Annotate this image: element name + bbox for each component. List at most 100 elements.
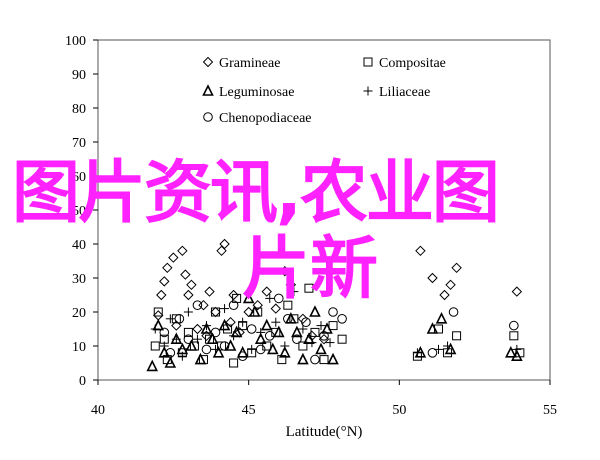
point-liliaceae (443, 341, 453, 351)
point-liliaceae (412, 348, 422, 358)
point-gramineae (439, 289, 450, 301)
point-leguminosae (224, 339, 237, 351)
point-gramineae (183, 289, 194, 301)
point-liliaceae (238, 317, 248, 327)
point-gramineae (159, 276, 170, 287)
point-gramineae (451, 262, 462, 274)
legend-label-compositae: Compositae (379, 56, 446, 71)
point-liliaceae (165, 314, 175, 324)
point-gramineae (228, 289, 239, 301)
point-gramineae (252, 299, 263, 311)
y-tick-label: 0 (79, 374, 86, 389)
point-leguminosae (200, 322, 213, 334)
point-gramineae (216, 245, 227, 257)
point-chenopodiaceae (301, 317, 311, 328)
point-liliaceae (183, 307, 193, 317)
legend-label-gramineae: Gramineae (219, 56, 280, 71)
x-tick-label: 55 (543, 403, 557, 418)
point-compositae (211, 307, 221, 317)
point-liliaceae (256, 327, 266, 337)
y-tick-label: 90 (72, 68, 86, 83)
point-compositae (319, 355, 329, 365)
legend-marker-compositae (363, 57, 373, 67)
point-gramineae (511, 286, 523, 297)
point-gramineae (177, 245, 188, 257)
point-chenopodiaceae (255, 344, 266, 355)
point-chenopodiaceae (337, 314, 347, 324)
point-compositae (298, 341, 308, 351)
watermark-overlay-line-2: 片新 (242, 230, 379, 309)
legend-marker-chenopodiaceae (203, 112, 213, 122)
point-liliaceae (150, 324, 160, 334)
point-liliaceae (316, 321, 326, 331)
point-liliaceae (512, 344, 522, 354)
point-gramineae (204, 286, 215, 297)
point-leguminosae (315, 342, 327, 355)
point-gramineae (180, 269, 191, 280)
point-chenopodiaceae (319, 331, 329, 341)
point-leguminosae (248, 305, 261, 317)
point-leguminosae (206, 332, 219, 345)
point-liliaceae (192, 334, 202, 344)
point-gramineae (156, 289, 167, 301)
point-leguminosae (273, 325, 285, 338)
point-leguminosae (158, 346, 171, 358)
point-chenopodiaceae (292, 334, 302, 345)
point-chenopodiaceae (448, 307, 459, 317)
legend: Gramineae Compositae Leguminosae Liliaceae C… (202, 56, 446, 126)
x-tick-label: 45 (242, 403, 256, 418)
point-chenopodiaceae (246, 324, 257, 334)
legend-marker-liliaceae (363, 86, 373, 96)
point-gramineae (225, 316, 236, 328)
axes: 0 10 20 30 40 50 60 70 80 90 100 40 45 50 55 (65, 34, 557, 418)
point-chenopodiaceae (219, 341, 230, 351)
x-tick-label: 50 (392, 403, 406, 418)
point-gramineae (445, 279, 456, 291)
point-chenopodiaceae (159, 327, 170, 338)
point-gramineae (427, 272, 438, 284)
point-leguminosae (309, 305, 321, 317)
point-compositae (452, 331, 462, 341)
point-leguminosae (327, 352, 339, 365)
point-leguminosae (444, 342, 457, 355)
y-tick-label: 50 (72, 204, 86, 219)
point-leguminosae (285, 312, 297, 324)
point-leguminosae (303, 332, 315, 345)
point-chenopodiaceae (283, 314, 293, 324)
point-compositae (304, 283, 314, 293)
point-gramineae (168, 252, 179, 263)
point-leguminosae (242, 291, 255, 304)
watermark-overlay-line-1: 图片资讯,农业图 (12, 154, 500, 233)
y-tick-label: 20 (72, 306, 86, 321)
point-compositae (337, 334, 347, 344)
point-leguminosae (152, 318, 165, 331)
point-leguminosae (185, 339, 198, 351)
point-chenopodiaceae (237, 351, 248, 362)
point-leguminosae (426, 322, 439, 334)
point-liliaceae (298, 324, 308, 334)
point-liliaceae (159, 341, 169, 351)
point-chenopodiaceae (201, 344, 212, 355)
legend-marker-gramineae (202, 56, 214, 68)
point-leguminosae (435, 312, 448, 324)
legend-label-liliaceae: Liliaceae (379, 85, 430, 100)
point-chenopodiaceae (183, 334, 194, 345)
point-liliaceae (220, 304, 230, 314)
point-chenopodiaceae (165, 348, 176, 358)
point-leguminosae (218, 318, 231, 331)
plot-area (97, 39, 551, 381)
legend-marker-leguminosae (202, 84, 214, 96)
point-gramineae (162, 262, 173, 274)
point-gramineae (415, 245, 426, 257)
point-liliaceae (229, 331, 239, 341)
point-gramineae (270, 303, 281, 314)
point-liliaceae (265, 293, 275, 303)
point-compositae (310, 327, 320, 337)
point-compositae (153, 307, 163, 317)
y-tick-label: 40 (72, 238, 86, 253)
point-chenopodiaceae (328, 307, 338, 317)
point-chenopodiaceae (264, 331, 275, 341)
point-compositae (262, 341, 272, 351)
point-leguminosae (505, 346, 517, 358)
